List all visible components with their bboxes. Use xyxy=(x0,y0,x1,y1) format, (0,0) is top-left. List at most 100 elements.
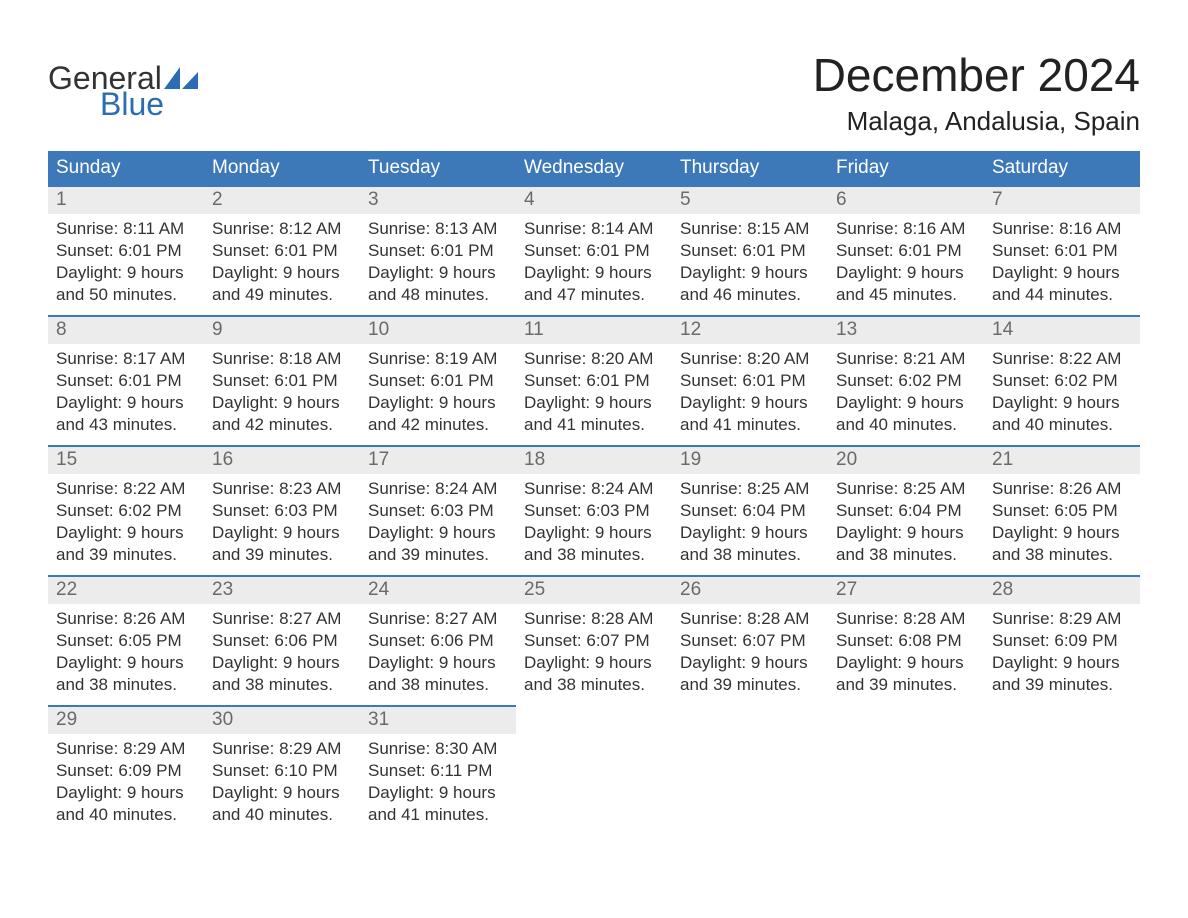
sunset-line: Sunset: 6:05 PM xyxy=(56,630,196,652)
daylight-line-2: and 38 minutes. xyxy=(836,544,976,566)
calendar-day-cell: 21Sunrise: 8:26 AMSunset: 6:05 PMDayligh… xyxy=(984,445,1140,575)
sunset-line: Sunset: 6:01 PM xyxy=(212,370,352,392)
daylight-line-1: Daylight: 9 hours xyxy=(56,522,196,544)
calendar-week-row: 29Sunrise: 8:29 AMSunset: 6:09 PMDayligh… xyxy=(48,705,1140,835)
day-number: 10 xyxy=(360,317,516,344)
calendar-day-cell: 3Sunrise: 8:13 AMSunset: 6:01 PMDaylight… xyxy=(360,185,516,315)
daylight-line-1: Daylight: 9 hours xyxy=(836,392,976,414)
month-title: December 2024 xyxy=(813,48,1140,102)
calendar-day-cell: 22Sunrise: 8:26 AMSunset: 6:05 PMDayligh… xyxy=(48,575,204,705)
calendar-day-cell: 5Sunrise: 8:15 AMSunset: 6:01 PMDaylight… xyxy=(672,185,828,315)
daylight-line-2: and 39 minutes. xyxy=(680,674,820,696)
sunrise-line: Sunrise: 8:26 AM xyxy=(56,608,196,630)
day-details: Sunrise: 8:30 AMSunset: 6:11 PMDaylight:… xyxy=(360,734,516,826)
daylight-line-2: and 40 minutes. xyxy=(56,804,196,826)
day-number: 13 xyxy=(828,317,984,344)
day-number: 21 xyxy=(984,447,1140,474)
daylight-line-2: and 41 minutes. xyxy=(368,804,508,826)
day-number: 24 xyxy=(360,577,516,604)
daylight-line-1: Daylight: 9 hours xyxy=(368,262,508,284)
day-number: 8 xyxy=(48,317,204,344)
sunrise-line: Sunrise: 8:20 AM xyxy=(680,348,820,370)
daylight-line-1: Daylight: 9 hours xyxy=(56,262,196,284)
daylight-line-1: Daylight: 9 hours xyxy=(680,522,820,544)
calendar-day-cell: 9Sunrise: 8:18 AMSunset: 6:01 PMDaylight… xyxy=(204,315,360,445)
daylight-line-2: and 38 minutes. xyxy=(368,674,508,696)
sunrise-line: Sunrise: 8:22 AM xyxy=(56,478,196,500)
sunrise-line: Sunrise: 8:25 AM xyxy=(836,478,976,500)
sunrise-line: Sunrise: 8:13 AM xyxy=(368,218,508,240)
calendar-day-cell: 8Sunrise: 8:17 AMSunset: 6:01 PMDaylight… xyxy=(48,315,204,445)
day-number: 28 xyxy=(984,577,1140,604)
day-details: Sunrise: 8:28 AMSunset: 6:07 PMDaylight:… xyxy=(516,604,672,696)
sunset-line: Sunset: 6:02 PM xyxy=(992,370,1132,392)
sunrise-line: Sunrise: 8:25 AM xyxy=(680,478,820,500)
day-details: Sunrise: 8:21 AMSunset: 6:02 PMDaylight:… xyxy=(828,344,984,436)
sunset-line: Sunset: 6:01 PM xyxy=(680,240,820,262)
page-header: General Blue December 2024 Malaga, Andal… xyxy=(48,48,1140,137)
day-details: Sunrise: 8:14 AMSunset: 6:01 PMDaylight:… xyxy=(516,214,672,306)
calendar-day-cell: 6Sunrise: 8:16 AMSunset: 6:01 PMDaylight… xyxy=(828,185,984,315)
day-number: 25 xyxy=(516,577,672,604)
sunrise-line: Sunrise: 8:26 AM xyxy=(992,478,1132,500)
calendar-day-cell: 11Sunrise: 8:20 AMSunset: 6:01 PMDayligh… xyxy=(516,315,672,445)
weekday-header: Wednesday xyxy=(516,151,672,185)
day-number: 14 xyxy=(984,317,1140,344)
calendar-week-row: 22Sunrise: 8:26 AMSunset: 6:05 PMDayligh… xyxy=(48,575,1140,705)
sunset-line: Sunset: 6:03 PM xyxy=(524,500,664,522)
daylight-line-2: and 38 minutes. xyxy=(524,544,664,566)
calendar-day-cell: 28Sunrise: 8:29 AMSunset: 6:09 PMDayligh… xyxy=(984,575,1140,705)
daylight-line-2: and 46 minutes. xyxy=(680,284,820,306)
day-number: 22 xyxy=(48,577,204,604)
day-number: 20 xyxy=(828,447,984,474)
calendar-day-cell: 20Sunrise: 8:25 AMSunset: 6:04 PMDayligh… xyxy=(828,445,984,575)
daylight-line-2: and 38 minutes. xyxy=(992,544,1132,566)
day-details: Sunrise: 8:20 AMSunset: 6:01 PMDaylight:… xyxy=(672,344,828,436)
weekday-header: Thursday xyxy=(672,151,828,185)
sunrise-line: Sunrise: 8:18 AM xyxy=(212,348,352,370)
sunset-line: Sunset: 6:09 PM xyxy=(992,630,1132,652)
daylight-line-2: and 38 minutes. xyxy=(212,674,352,696)
daylight-line-2: and 42 minutes. xyxy=(212,414,352,436)
daylight-line-2: and 41 minutes. xyxy=(524,414,664,436)
day-details: Sunrise: 8:29 AMSunset: 6:09 PMDaylight:… xyxy=(984,604,1140,696)
day-details: Sunrise: 8:17 AMSunset: 6:01 PMDaylight:… xyxy=(48,344,204,436)
sunset-line: Sunset: 6:02 PM xyxy=(56,500,196,522)
sunset-line: Sunset: 6:10 PM xyxy=(212,760,352,782)
daylight-line-1: Daylight: 9 hours xyxy=(680,262,820,284)
sunrise-line: Sunrise: 8:11 AM xyxy=(56,218,196,240)
calendar-day-cell: 25Sunrise: 8:28 AMSunset: 6:07 PMDayligh… xyxy=(516,575,672,705)
day-number: 26 xyxy=(672,577,828,604)
daylight-line-1: Daylight: 9 hours xyxy=(56,652,196,674)
sunset-line: Sunset: 6:01 PM xyxy=(680,370,820,392)
day-details: Sunrise: 8:22 AMSunset: 6:02 PMDaylight:… xyxy=(48,474,204,566)
day-details: Sunrise: 8:16 AMSunset: 6:01 PMDaylight:… xyxy=(984,214,1140,306)
daylight-line-1: Daylight: 9 hours xyxy=(992,522,1132,544)
daylight-line-1: Daylight: 9 hours xyxy=(992,652,1132,674)
brand-logo: General Blue xyxy=(48,48,198,120)
calendar-week-row: 15Sunrise: 8:22 AMSunset: 6:02 PMDayligh… xyxy=(48,445,1140,575)
day-details: Sunrise: 8:26 AMSunset: 6:05 PMDaylight:… xyxy=(984,474,1140,566)
daylight-line-2: and 41 minutes. xyxy=(680,414,820,436)
sunset-line: Sunset: 6:04 PM xyxy=(680,500,820,522)
calendar-day-cell: 23Sunrise: 8:27 AMSunset: 6:06 PMDayligh… xyxy=(204,575,360,705)
daylight-line-1: Daylight: 9 hours xyxy=(212,782,352,804)
sunrise-line: Sunrise: 8:16 AM xyxy=(992,218,1132,240)
day-details: Sunrise: 8:24 AMSunset: 6:03 PMDaylight:… xyxy=(360,474,516,566)
sunrise-line: Sunrise: 8:27 AM xyxy=(212,608,352,630)
day-number: 27 xyxy=(828,577,984,604)
day-number: 23 xyxy=(204,577,360,604)
sunrise-line: Sunrise: 8:27 AM xyxy=(368,608,508,630)
daylight-line-2: and 40 minutes. xyxy=(212,804,352,826)
calendar-day-cell: 24Sunrise: 8:27 AMSunset: 6:06 PMDayligh… xyxy=(360,575,516,705)
day-number: 6 xyxy=(828,187,984,214)
daylight-line-1: Daylight: 9 hours xyxy=(368,392,508,414)
daylight-line-1: Daylight: 9 hours xyxy=(212,392,352,414)
daylight-line-1: Daylight: 9 hours xyxy=(680,652,820,674)
sunrise-line: Sunrise: 8:15 AM xyxy=(680,218,820,240)
daylight-line-2: and 38 minutes. xyxy=(524,674,664,696)
weekday-header-row: Sunday Monday Tuesday Wednesday Thursday… xyxy=(48,151,1140,185)
calendar-day-cell: 26Sunrise: 8:28 AMSunset: 6:07 PMDayligh… xyxy=(672,575,828,705)
day-details: Sunrise: 8:26 AMSunset: 6:05 PMDaylight:… xyxy=(48,604,204,696)
daylight-line-2: and 39 minutes. xyxy=(992,674,1132,696)
